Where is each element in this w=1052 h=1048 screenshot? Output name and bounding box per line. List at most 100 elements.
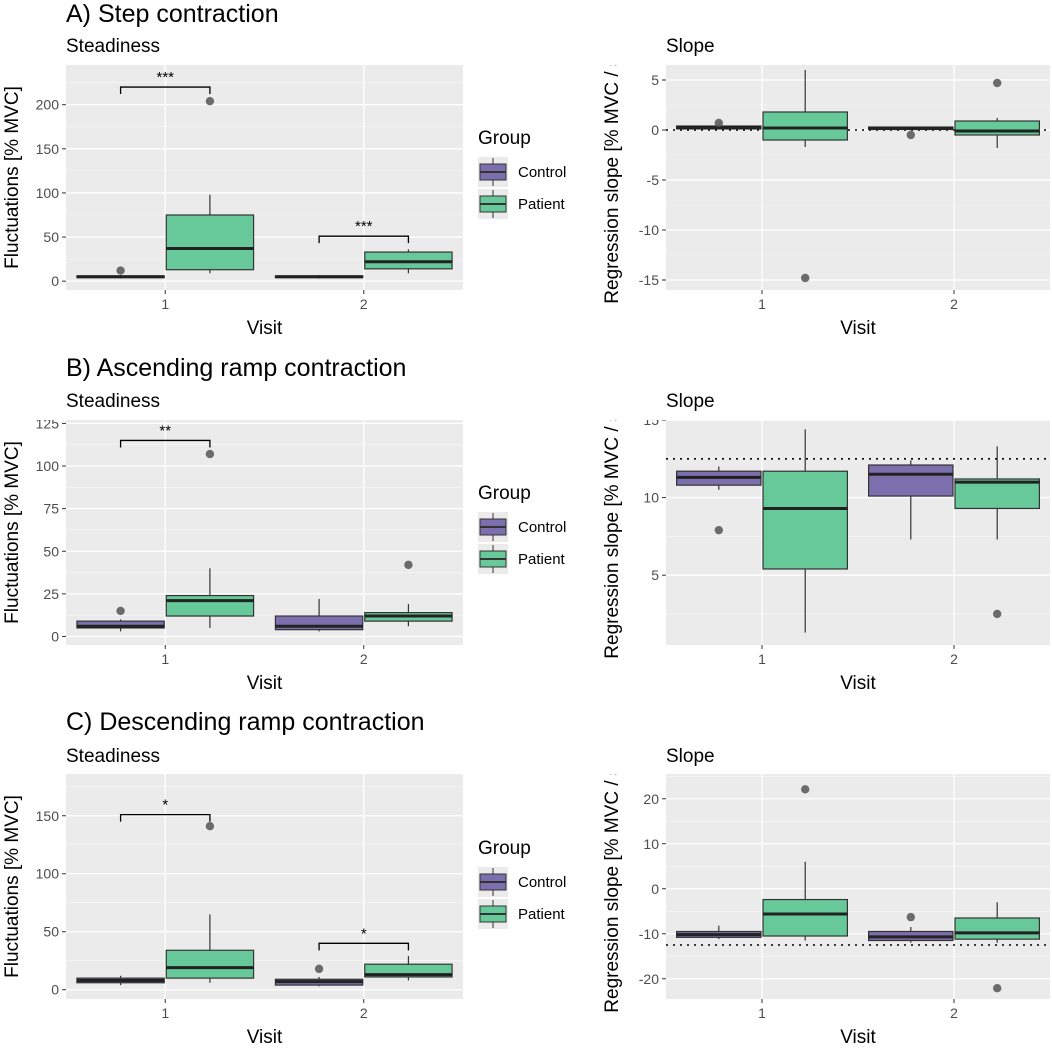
outlier-point xyxy=(993,984,1002,993)
x-tick-label: 1 xyxy=(758,1005,766,1021)
row-title-b: B) Ascending ramp contraction xyxy=(66,354,407,382)
significance-bracket xyxy=(318,942,410,951)
box-control-visit-1 xyxy=(675,118,762,130)
box-control-visit-1 xyxy=(76,266,165,279)
subplot-title-b-left: Steadiness xyxy=(66,391,161,412)
box-patient-visit-1 xyxy=(762,785,849,941)
box-patient-visit-1 xyxy=(762,70,849,283)
x-axis-title: Visit xyxy=(247,1027,283,1048)
outlier-point xyxy=(205,821,215,831)
y-tick-label: 15 xyxy=(643,420,659,428)
box-control-visit-1 xyxy=(675,925,762,940)
legend-key-control xyxy=(478,157,508,187)
y-tick-label: -10 xyxy=(639,222,659,238)
box-body xyxy=(954,120,1041,136)
box-patient-visit-2 xyxy=(954,446,1041,619)
x-tick-label: 2 xyxy=(360,651,368,667)
legend-label-control: Control xyxy=(518,873,567,891)
box-control-visit-2 xyxy=(868,460,954,540)
legend-item-patient: Patient xyxy=(478,543,566,575)
y-tick-label: 100 xyxy=(36,866,60,882)
y-tick-label: 0 xyxy=(51,273,59,289)
outlier-point xyxy=(906,912,915,922)
significance-bracket xyxy=(318,235,410,244)
y-tick-label: -10 xyxy=(639,926,659,942)
outlier-point xyxy=(116,266,125,275)
y-tick-label: 0 xyxy=(651,122,659,138)
significance-label: * xyxy=(162,797,168,814)
plot-panel xyxy=(666,420,1050,645)
box-patient-visit-1 xyxy=(165,96,255,274)
y-tick-label: 50 xyxy=(43,924,59,940)
y-tick-label: -15 xyxy=(639,272,659,288)
box-patient-visit-2 xyxy=(364,956,453,981)
y-tick-label: 0 xyxy=(651,881,659,897)
legend-key-control xyxy=(478,867,508,897)
x-tick-label: 2 xyxy=(950,296,958,312)
x-tick-label: 2 xyxy=(950,1005,958,1021)
y-axis-title: Regression slope [% MVC / s] xyxy=(602,774,623,1013)
chart-c-slope: -20 -10 0 10 20 1 2 Visit Regression slope [% MV… xyxy=(602,774,1050,1048)
y-tick-label: 10 xyxy=(643,836,659,852)
legend-label-patient: Patient xyxy=(518,905,565,923)
box-body xyxy=(165,594,255,617)
x-axis-title: Visit xyxy=(840,1027,876,1048)
x-tick-label: 1 xyxy=(758,651,766,667)
y-tick-label: 0 xyxy=(51,628,59,644)
y-tick-label: 200 xyxy=(36,97,60,113)
outlier-point xyxy=(993,609,1002,619)
y-tick-label: 75 xyxy=(43,501,59,517)
box-body xyxy=(165,949,255,979)
chart-b-slope: 5 10 15 1 2 Visit Regression slope [% MVC / s] xyxy=(602,420,1050,694)
box-patient-visit-2 xyxy=(364,249,453,274)
subplot-title-a-left: Steadiness xyxy=(66,36,161,57)
legend-key-patient xyxy=(478,544,508,574)
y-tick-label: 125 xyxy=(36,420,60,431)
legend-item-control: Control xyxy=(478,511,566,543)
outlier-point xyxy=(714,525,723,535)
x-tick-label: 1 xyxy=(161,1005,169,1021)
x-tick-label: 2 xyxy=(360,1005,368,1021)
legend-key-control xyxy=(478,512,508,542)
subplot-title-b-right: Slope xyxy=(666,391,715,412)
legend-a: Group Control Patient xyxy=(478,128,566,220)
significance-label: *** xyxy=(156,69,174,86)
y-tick-label: 50 xyxy=(43,543,59,559)
box-body xyxy=(76,620,165,629)
outlier-point xyxy=(801,273,810,283)
outlier-point xyxy=(404,560,413,570)
x-axis-title: Visit xyxy=(247,673,283,694)
significance-bracket xyxy=(119,439,211,448)
plot-panel xyxy=(666,774,1050,999)
legend-title: Group xyxy=(478,128,531,149)
outlier-point xyxy=(906,130,915,140)
box-control-visit-2 xyxy=(274,598,364,632)
box-body xyxy=(868,464,954,497)
x-axis-title: Visit xyxy=(840,318,876,339)
y-tick-label: 10 xyxy=(643,490,659,506)
plot-panel xyxy=(666,65,1050,290)
significance-bracket xyxy=(119,86,211,95)
box-patient-visit-1 xyxy=(762,429,849,633)
legend-b: Group Control Patient xyxy=(478,483,566,575)
box-control-visit-2 xyxy=(868,126,954,140)
legend-title: Group xyxy=(478,838,531,859)
y-tick-label: 0 xyxy=(51,982,59,998)
y-axis-title: Fluctuations [% MVC] xyxy=(2,441,23,624)
subplot-title-c-left: Steadiness xyxy=(66,746,161,767)
box-patient-visit-2 xyxy=(954,902,1041,993)
chart-a-slope: -15 -10 -5 0 5 1 2 Visit Regression slope [% MVC… xyxy=(602,65,1050,339)
outlier-point xyxy=(801,785,810,794)
row-title-a: A) Step contraction xyxy=(66,0,279,28)
x-tick-label: 1 xyxy=(161,296,169,312)
box-body xyxy=(762,898,849,937)
outlier-point xyxy=(116,606,125,616)
box-control-visit-1 xyxy=(76,975,165,986)
box-patient-visit-2 xyxy=(364,560,453,627)
y-tick-label: 150 xyxy=(36,141,60,157)
box-control-visit-2 xyxy=(274,275,364,279)
box-control-visit-2 xyxy=(868,912,954,943)
outlier-point xyxy=(993,78,1002,88)
outlier-point xyxy=(314,964,324,974)
outlier-point xyxy=(205,449,215,459)
